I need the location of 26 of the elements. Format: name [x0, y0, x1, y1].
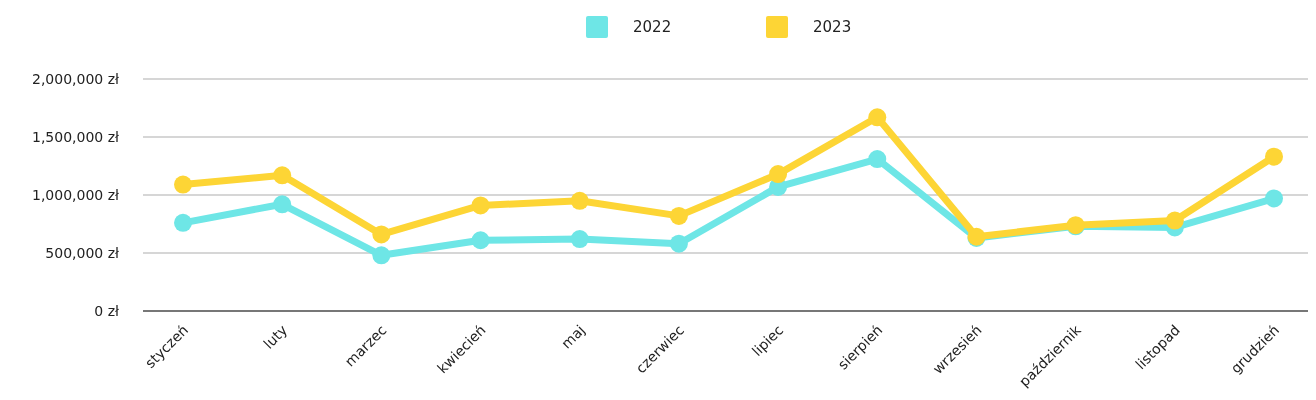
- point: [372, 246, 391, 265]
- y-tick-label: 500,000 zł: [45, 244, 120, 261]
- y-tick-label: 0 zł: [94, 302, 120, 319]
- point: [868, 150, 887, 169]
- legend-label: 2023: [813, 18, 852, 37]
- y-tick-label: 2,000,000 zł: [31, 70, 120, 87]
- point: [1165, 211, 1184, 230]
- point: [1265, 147, 1283, 166]
- point: [570, 230, 589, 249]
- point: [1265, 189, 1283, 208]
- point: [471, 196, 490, 215]
- y-tick-label: 1,000,000 zł: [31, 186, 120, 203]
- point: [868, 108, 887, 127]
- point: [174, 213, 192, 232]
- point: [769, 165, 788, 184]
- y-tick-label: 1,500,000 zł: [31, 128, 120, 145]
- point: [570, 191, 589, 210]
- point: [174, 175, 192, 194]
- point: [669, 206, 688, 225]
- x-tick-label: luty: [260, 321, 291, 352]
- point: [273, 195, 292, 214]
- point: [273, 166, 292, 185]
- point: [471, 231, 490, 250]
- point: [372, 225, 391, 244]
- legend-label: 2022: [633, 18, 672, 37]
- point: [669, 234, 688, 253]
